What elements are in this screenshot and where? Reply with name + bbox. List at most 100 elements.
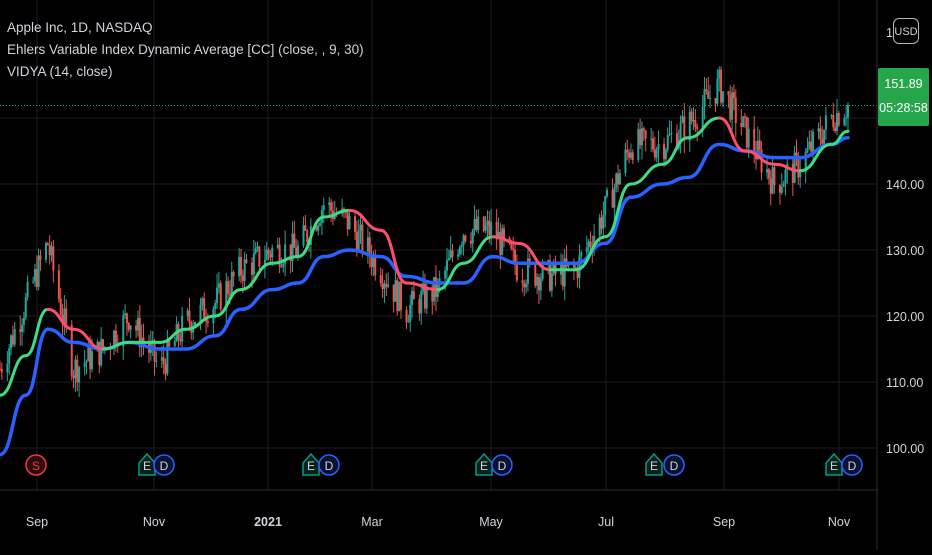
candle-body [186, 310, 189, 316]
earnings-event-icon[interactable]: E [645, 452, 663, 476]
candle-body [503, 228, 506, 238]
candle-body [675, 133, 678, 149]
candle-body [819, 128, 822, 139]
candle-body [85, 361, 88, 363]
grid-lines [0, 0, 877, 490]
event-letter: E [650, 459, 658, 473]
evidya-segment [72, 327, 105, 351]
dividend-event-icon[interactable]: D [663, 454, 685, 476]
candle-body [484, 225, 487, 231]
candle-body [256, 246, 259, 249]
candle-body [650, 138, 653, 140]
indicator-vidya-label[interactable]: VIDYA (14, close) [7, 64, 113, 79]
candle-body [113, 330, 116, 350]
candle-body [398, 281, 401, 312]
price-tick-label: 130.00 [886, 244, 924, 258]
indicator-evidya-label[interactable]: Ehlers Variable Index Dynamic Average [C… [7, 42, 364, 57]
evidya-segment [270, 255, 300, 265]
dividend-event-icon[interactable]: D [491, 454, 513, 476]
candle-body [563, 258, 566, 287]
candle-body [10, 335, 13, 349]
event-letter: D [670, 459, 679, 473]
evidya-segment [574, 235, 607, 272]
evidya-segment [379, 228, 409, 285]
candle-body [374, 255, 377, 276]
candle-body [703, 89, 706, 107]
earnings-event-icon[interactable]: E [302, 452, 320, 476]
candle-body [328, 202, 331, 206]
candle-body [102, 339, 105, 350]
candle-body [114, 330, 117, 346]
candle-body [552, 261, 555, 274]
candle-body [355, 231, 358, 251]
candle-body [22, 317, 25, 325]
candle-body [425, 286, 428, 309]
time-tick-label: 2021 [254, 515, 282, 529]
candle-body [57, 270, 60, 299]
event-letter: D [848, 459, 857, 473]
candle-body [39, 255, 42, 260]
candle-body [214, 303, 217, 310]
event-letter: E [830, 459, 838, 473]
candle-body [694, 120, 697, 128]
candle-body [394, 280, 397, 302]
candle-body [464, 235, 467, 241]
candle-body [714, 97, 717, 104]
candle-body [438, 278, 441, 282]
candle-body [74, 359, 77, 379]
candle-body [602, 215, 605, 229]
candle-body [631, 152, 634, 161]
candle-body [302, 225, 305, 246]
candle-body [784, 169, 787, 184]
earnings-event-icon[interactable]: E [475, 452, 493, 476]
event-letter: E [480, 459, 488, 473]
evidya-segment [829, 129, 850, 146]
split-shape [25, 454, 47, 476]
candle-body [238, 256, 241, 277]
candle-body [497, 231, 500, 240]
candle-body [284, 244, 287, 264]
split-event-icon[interactable]: S [25, 454, 47, 476]
candle-body [490, 221, 493, 235]
candle-body [387, 284, 390, 287]
candle-body [239, 256, 242, 276]
dividend-event-icon[interactable]: D [153, 454, 175, 476]
evidya-segment [717, 116, 747, 153]
candle-body [574, 267, 577, 269]
candle-body [400, 281, 403, 310]
event-letter: D [325, 459, 334, 473]
candle-body [420, 291, 423, 314]
candle-body [164, 364, 167, 374]
candle-body [412, 291, 415, 300]
time-tick-label: Nov [143, 515, 166, 529]
candle-body [396, 280, 399, 312]
candle-body [652, 138, 655, 150]
candle-body [604, 196, 607, 216]
symbol-title[interactable]: Apple Inc, 1D, NASDAQ [7, 20, 153, 35]
currency-button[interactable]: USD [893, 18, 919, 44]
dividend-event-icon[interactable]: D [841, 454, 863, 476]
candle-body [168, 339, 171, 347]
candle-body [460, 245, 463, 248]
dividend-event-icon[interactable]: D [318, 454, 340, 476]
candle-body [618, 173, 621, 185]
countdown-timer: 05:28:58 [879, 101, 928, 115]
candle-body [664, 149, 667, 160]
candle-body [655, 149, 658, 158]
candle-body [578, 255, 581, 278]
candle-body [33, 269, 36, 282]
candle-body [348, 216, 351, 230]
candle-body [458, 247, 461, 255]
time-tick-label: Jul [598, 515, 614, 529]
candle-body [572, 263, 575, 268]
earnings-event-icon[interactable]: E [825, 452, 843, 476]
candle-body [203, 298, 206, 320]
time-axis[interactable]: Sep Nov 2021 Mar May Jul Sep Nov [0, 489, 877, 529]
candle-body [611, 190, 614, 208]
earnings-event-icon[interactable]: E [138, 452, 156, 476]
candle-body [705, 89, 708, 92]
candle-body [359, 224, 362, 231]
